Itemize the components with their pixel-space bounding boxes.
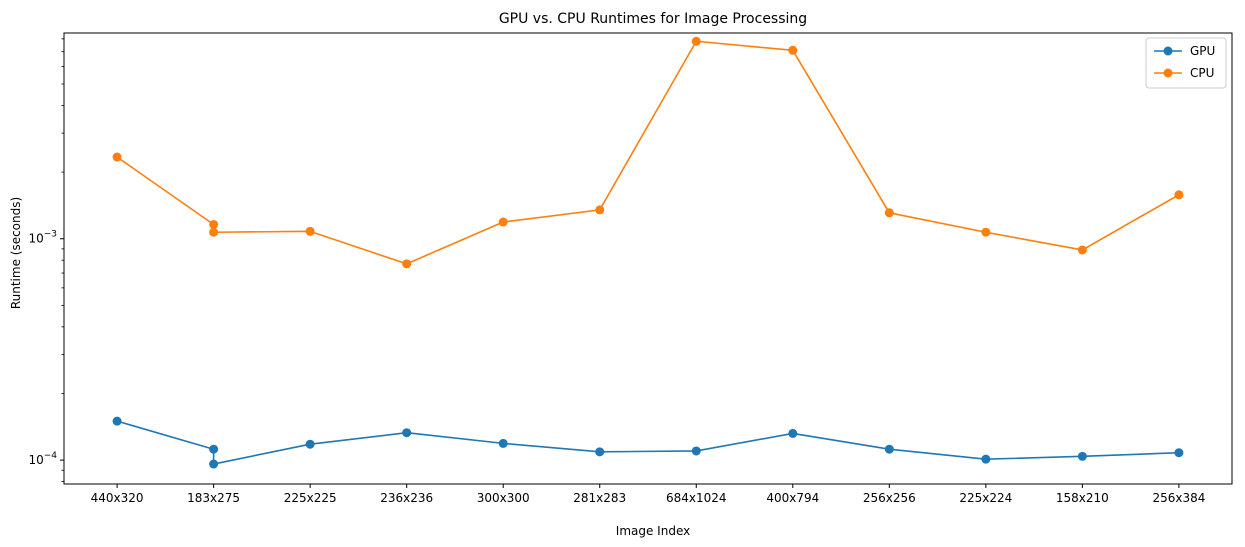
cpu-data-point [788, 45, 798, 55]
gpu-data-point [788, 428, 798, 438]
x-tick-label: 225x225 [284, 491, 337, 505]
cpu-data-point [209, 227, 219, 237]
x-tick-label: 236x236 [380, 491, 433, 505]
legend: GPU CPU [1145, 37, 1227, 89]
gpu-data-point [595, 447, 605, 457]
x-tick-label: 281x283 [573, 491, 626, 505]
cpu-data-point [884, 208, 894, 218]
cpu-data-point [112, 152, 122, 162]
y-tick-label: 10−4 [28, 451, 57, 467]
x-tick-label: 440x320 [91, 491, 144, 505]
cpu-data-point [209, 219, 219, 229]
cpu-data-point [498, 217, 508, 227]
gpu-data-point [498, 438, 508, 448]
gpu-series-line [116, 420, 1179, 465]
gpu-data-point [209, 459, 219, 469]
chart-title: GPU vs. CPU Runtimes for Image Processin… [499, 11, 807, 27]
gpu-data-point [402, 428, 412, 438]
x-tick-label: 256x256 [863, 491, 916, 505]
gpu-data-point [305, 439, 315, 449]
legend-gpu-marker [1163, 46, 1173, 56]
x-tick-label: 256x384 [1152, 491, 1205, 505]
gpu-data-point [1174, 448, 1184, 458]
cpu-data-point [402, 259, 412, 269]
plot-area: 10−4 10−3 440x320 183x275 225x225 236x236 300x… [28, 32, 1233, 505]
cpu-data-point [595, 205, 605, 215]
plot-frame [63, 32, 1233, 485]
x-tick-label: 684x1024 [666, 491, 727, 505]
x-tick-label: 183x275 [187, 491, 240, 505]
gpu-data-point [209, 444, 219, 454]
gpu-data-point [691, 446, 701, 456]
legend-cpu-marker [1163, 68, 1173, 78]
y-axis-title: Runtime (seconds) [9, 197, 23, 309]
gpu-data-point [112, 416, 122, 426]
cpu-data-point [691, 36, 701, 46]
x-axis-title: Image Index [616, 524, 690, 538]
y-tick-label: 10−3 [28, 230, 57, 246]
cpu-data-point [305, 226, 315, 236]
x-tick-label: 158x210 [1056, 491, 1109, 505]
x-tick-label: 300x300 [477, 491, 530, 505]
cpu-data-point [1077, 245, 1087, 255]
cpu-series-line [116, 40, 1180, 265]
cpu-data-point [981, 227, 991, 237]
gpu-data-point [981, 454, 991, 464]
cpu-data-point [1174, 190, 1184, 200]
legend-cpu-label: CPU [1190, 66, 1214, 80]
gpu-data-point [1077, 451, 1087, 461]
x-tick-label: 225x224 [959, 491, 1012, 505]
gpu-data-point [884, 444, 894, 454]
x-tick-label: 400x794 [766, 491, 819, 505]
legend-gpu-label: GPU [1190, 44, 1215, 58]
